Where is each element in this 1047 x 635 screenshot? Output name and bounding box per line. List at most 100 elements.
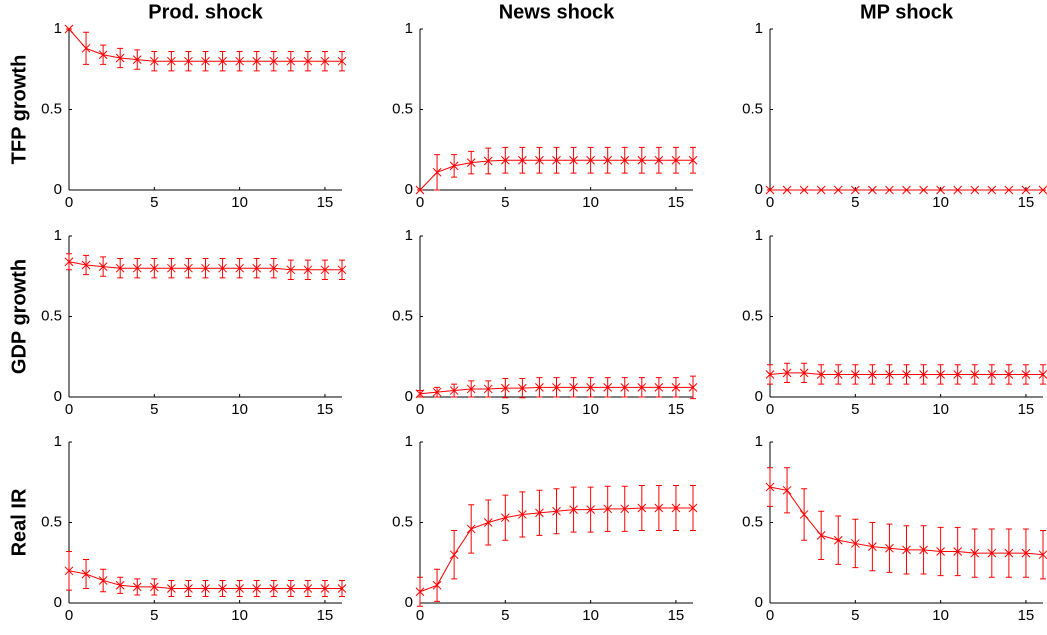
marker <box>970 370 980 379</box>
y-tick-label: 0.5 <box>41 307 62 324</box>
marker <box>483 384 493 394</box>
marker <box>620 155 630 165</box>
marker <box>518 155 527 165</box>
marker <box>432 167 442 177</box>
marker <box>500 383 510 393</box>
marker <box>987 548 997 558</box>
marker <box>850 370 860 379</box>
marker <box>765 370 775 379</box>
marker <box>337 265 347 275</box>
marker <box>64 257 74 267</box>
marker <box>98 50 108 60</box>
marker <box>218 584 227 593</box>
marker <box>833 185 843 195</box>
marker <box>432 580 442 590</box>
marker <box>620 382 630 392</box>
x-tick-label: 15 <box>668 401 685 418</box>
marker <box>184 263 193 273</box>
marker <box>518 510 527 519</box>
y-tick-label: 1 <box>755 20 763 37</box>
marker <box>167 263 176 273</box>
marker <box>201 56 210 66</box>
marker <box>98 262 108 271</box>
marker <box>201 584 210 593</box>
y-tick-label: 1 <box>405 433 413 450</box>
y-tick-label: 0 <box>405 594 413 611</box>
marker <box>132 263 142 273</box>
x-tick-label: 15 <box>317 194 334 211</box>
marker <box>552 155 561 165</box>
x-tick-label: 5 <box>150 194 158 211</box>
x-tick-label: 0 <box>416 194 424 211</box>
marker <box>320 56 330 66</box>
marker <box>132 582 142 592</box>
marker <box>64 566 74 576</box>
marker <box>149 582 159 592</box>
marker <box>415 185 425 195</box>
marker <box>98 576 108 585</box>
marker <box>535 382 544 392</box>
x-tick-label: 10 <box>932 401 949 418</box>
marker <box>799 368 809 378</box>
x-tick-label: 0 <box>416 607 424 624</box>
y-tick-label: 1 <box>755 227 763 244</box>
column-title: News shock <box>499 1 615 23</box>
marker <box>552 382 561 392</box>
marker <box>149 56 159 66</box>
x-tick-label: 10 <box>932 607 949 624</box>
marker <box>1004 548 1014 558</box>
marker <box>987 370 997 379</box>
marker <box>654 382 664 392</box>
y-tick-label: 0.5 <box>742 100 763 117</box>
y-tick-label: 0.5 <box>742 307 763 324</box>
x-tick-label: 5 <box>501 401 509 418</box>
x-tick-label: 10 <box>582 194 599 211</box>
marker <box>500 513 510 523</box>
marker <box>671 503 681 513</box>
y-tick-label: 0.5 <box>742 513 763 530</box>
marker <box>782 485 792 495</box>
y-tick-label: 1 <box>755 433 763 450</box>
x-tick-label: 5 <box>501 194 509 211</box>
x-tick-label: 15 <box>668 194 685 211</box>
marker <box>1021 370 1031 379</box>
x-tick-label: 0 <box>766 607 774 624</box>
y-tick-label: 0 <box>405 181 413 198</box>
marker <box>483 518 493 527</box>
x-tick-label: 5 <box>150 401 158 418</box>
marker <box>782 368 792 378</box>
y-tick-label: 1 <box>54 433 62 450</box>
marker <box>81 260 91 270</box>
marker <box>569 505 578 514</box>
marker <box>637 503 647 513</box>
marker <box>1021 185 1031 195</box>
marker <box>535 155 544 165</box>
marker <box>688 503 698 513</box>
marker <box>637 382 647 392</box>
x-tick-label: 10 <box>231 194 248 211</box>
x-tick-label: 15 <box>1018 194 1035 211</box>
y-tick-label: 0 <box>405 388 413 405</box>
x-tick-label: 10 <box>231 401 248 418</box>
x-tick-label: 15 <box>1018 607 1035 624</box>
marker <box>902 545 911 555</box>
marker <box>671 382 681 392</box>
y-tick-label: 0.5 <box>392 513 413 530</box>
marker <box>466 524 476 534</box>
marker <box>337 56 347 66</box>
y-tick-label: 0.5 <box>41 513 62 530</box>
x-tick-label: 15 <box>1018 401 1035 418</box>
marker <box>1038 370 1047 379</box>
marker <box>902 185 911 195</box>
y-tick-label: 0.5 <box>392 100 413 117</box>
x-tick-label: 15 <box>668 607 685 624</box>
marker <box>603 382 613 392</box>
x-tick-label: 5 <box>851 194 859 211</box>
x-tick-label: 10 <box>932 194 949 211</box>
marker <box>269 263 279 273</box>
x-tick-label: 15 <box>317 401 334 418</box>
marker <box>167 584 176 593</box>
x-tick-label: 5 <box>851 607 859 624</box>
y-tick-label: 0 <box>755 388 763 405</box>
marker <box>115 263 125 273</box>
